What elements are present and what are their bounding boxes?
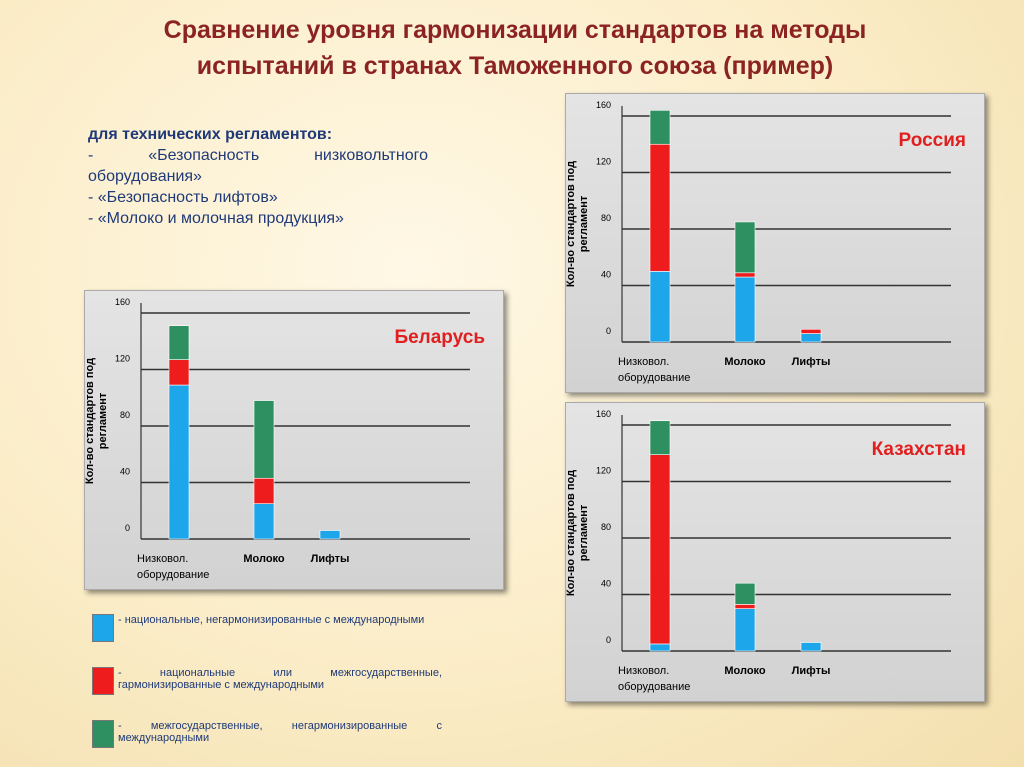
chart-panel: 0 40 80 120 160 Кол-во стандартов подрегламен… bbox=[84, 290, 504, 590]
bar-segment bbox=[734, 582, 756, 605]
bar-segment bbox=[734, 221, 756, 274]
chart-panel: 0 40 80 120 160 Кол-во стандартов подрегламен… bbox=[565, 402, 985, 702]
y-tick-label: 0 bbox=[606, 635, 611, 645]
intro-item: - «Безопасность лифтов» bbox=[88, 189, 278, 206]
bar-segment bbox=[800, 642, 822, 652]
bar-segment bbox=[734, 276, 756, 343]
title-line: Сравнение уровня гармонизации стандартов… bbox=[163, 16, 867, 44]
y-tick-label: 80 bbox=[601, 213, 611, 223]
y-label-line: Кол-во стандартов под bbox=[566, 161, 577, 287]
y-tick-label: 40 bbox=[601, 579, 611, 589]
y-tick-label: 0 bbox=[125, 523, 130, 533]
chart-title: Беларусь bbox=[394, 327, 485, 348]
legend-swatch bbox=[92, 720, 114, 748]
bar-segment bbox=[734, 604, 756, 609]
y-axis-label: Кол-во стандартов подрегламент bbox=[85, 358, 109, 484]
chart-panel: 0 40 80 120 160 Кол-во стандартов подрегламен… bbox=[565, 93, 985, 393]
legend-entry: - национальные или межгосударственные, г… bbox=[92, 667, 442, 695]
bar-segment bbox=[168, 384, 190, 540]
chart-title: Казахстан bbox=[872, 439, 966, 460]
bar-segment bbox=[649, 271, 671, 343]
y-axis-label: Кол-во стандартов подрегламент bbox=[566, 470, 590, 596]
bar-segment bbox=[168, 325, 190, 360]
bar-segment bbox=[253, 477, 275, 504]
bar-segment bbox=[649, 643, 671, 652]
y-tick-label: 160 bbox=[115, 297, 130, 307]
intro-heading: для технических регламентов: bbox=[88, 126, 333, 143]
bar-segment bbox=[800, 333, 822, 343]
y-label-line: регламент bbox=[578, 504, 590, 561]
chart: 0 40 80 120 160 Кол-во стандартов подрегламен… bbox=[85, 297, 485, 581]
legend-text: - межгосударственные, негармонизированны… bbox=[118, 720, 442, 744]
bar-segment bbox=[649, 110, 671, 145]
x-tick-label: Низковол. bbox=[137, 553, 188, 565]
y-axis-label: Кол-во стандартов подрегламент bbox=[566, 161, 590, 287]
chart-title: Россия bbox=[899, 130, 966, 151]
bar-segment bbox=[734, 272, 756, 278]
y-label-line: Кол-во стандартов под bbox=[85, 358, 96, 484]
intro: для технических регламентов: - «Безопасн… bbox=[68, 124, 428, 229]
bar-segment bbox=[800, 328, 822, 334]
legend-swatch bbox=[92, 614, 114, 642]
x-tick-label: Молоко bbox=[724, 356, 766, 368]
y-tick-label: 160 bbox=[596, 409, 611, 419]
x-tick-label: Лифты bbox=[792, 356, 831, 368]
legend-swatch bbox=[92, 667, 114, 695]
y-tick-label: 120 bbox=[596, 466, 611, 476]
x-tick-label: Лифты bbox=[792, 665, 831, 677]
x-tick-label: Низковол. bbox=[618, 356, 669, 368]
bar-segment bbox=[734, 608, 756, 652]
y-tick-label: 120 bbox=[115, 354, 130, 364]
x-tick-label: Низковол. bbox=[618, 665, 669, 677]
legend-text: - национальные или межгосударственные, г… bbox=[118, 667, 442, 691]
legend-text: - национальные, негармонизированные с ме… bbox=[118, 614, 425, 626]
bar-segment bbox=[649, 420, 671, 455]
y-tick-label: 80 bbox=[601, 522, 611, 532]
chart: 0 40 80 120 160 Кол-во стандартов подрегламен… bbox=[566, 100, 966, 384]
chart: 0 40 80 120 160 Кол-во стандартов подрегламен… bbox=[566, 409, 966, 693]
bar-segment bbox=[649, 143, 671, 272]
y-tick-label: 40 bbox=[601, 270, 611, 280]
x-tick-label: оборудование bbox=[618, 372, 690, 384]
y-tick-label: 160 bbox=[596, 100, 611, 110]
x-tick-label: Лифты bbox=[311, 553, 350, 565]
x-tick-label: оборудование bbox=[137, 569, 209, 581]
y-tick-label: 120 bbox=[596, 157, 611, 167]
intro-item: - «Безопасность низковольтного оборудова… bbox=[88, 147, 428, 185]
bar-segment bbox=[168, 359, 190, 386]
y-label-line: Кол-во стандартов под bbox=[566, 470, 577, 596]
x-tick-label: оборудование bbox=[618, 681, 690, 693]
intro-item: - «Молоко и молочная продукция» bbox=[88, 210, 344, 227]
y-label-line: регламент bbox=[97, 392, 109, 449]
x-tick-label: Молоко bbox=[724, 665, 766, 677]
bar-segment bbox=[649, 454, 671, 645]
y-tick-label: 0 bbox=[606, 326, 611, 336]
y-label-line: регламент bbox=[578, 195, 590, 252]
y-tick-label: 40 bbox=[120, 467, 130, 477]
bar-segment bbox=[319, 530, 341, 540]
y-tick-label: 80 bbox=[120, 410, 130, 420]
legend-entry: - национальные, негармонизированные с ме… bbox=[92, 614, 442, 642]
bar-segment bbox=[253, 503, 275, 540]
x-tick-label: Молоко bbox=[243, 553, 285, 565]
slide-title: Сравнение уровня гармонизации стандартов… bbox=[60, 12, 970, 84]
bar-segment bbox=[253, 400, 275, 479]
legend-entry: - межгосударственные, негармонизированны… bbox=[92, 720, 442, 748]
title-line: испытаний в странах Таможенного союза (п… bbox=[196, 52, 834, 80]
